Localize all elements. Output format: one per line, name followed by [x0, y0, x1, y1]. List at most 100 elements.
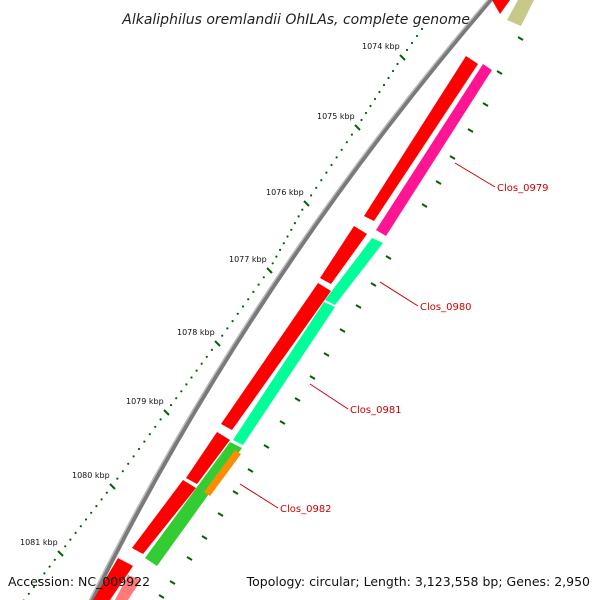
minor-tick-dot: [221, 334, 224, 337]
cds-forward-4[interactable]: [186, 432, 230, 484]
minor-tick-dot: [378, 90, 381, 94]
inner-tick: [186, 556, 193, 561]
backbone-highlight: [88, 0, 489, 600]
minor-tick-dot: [185, 383, 188, 386]
minor-tick-dot: [137, 447, 141, 451]
inner-tick: [482, 102, 489, 107]
major-tick: [57, 550, 64, 557]
minor-tick-dot: [382, 83, 386, 87]
tick-label: 1078 kbp: [177, 328, 215, 337]
minor-tick-dot: [95, 505, 98, 508]
minor-tick-dot: [116, 477, 119, 480]
minor-tick-dot: [293, 222, 296, 225]
forward-strand-features: [93, 0, 510, 600]
minor-tick-dot: [310, 194, 313, 197]
minor-tick-dot: [159, 418, 162, 421]
minor-tick-dot: [210, 348, 213, 351]
accession-label: Accession: NC_009922: [8, 574, 150, 589]
minor-tick-dot: [335, 156, 338, 159]
inner-tick: [323, 352, 330, 357]
major-tick: [163, 409, 170, 416]
tick-label: 1081 kbp: [20, 538, 58, 547]
major-tick: [214, 340, 221, 347]
minor-tick-dot: [387, 76, 390, 80]
tick-dots: [22, 27, 424, 600]
inner-tick: [309, 375, 316, 380]
minor-tick-dot: [420, 27, 424, 31]
cds-forward-2[interactable]: [320, 226, 367, 284]
gene-label-clos-0979[interactable]: Clos_0979: [497, 183, 549, 194]
tick-label: 1077 kbp: [229, 255, 267, 264]
gene-label-clos-0981[interactable]: Clos_0981: [350, 405, 402, 416]
minor-tick-dot: [205, 355, 208, 358]
minor-tick-dot: [391, 69, 395, 73]
cds-forward-1[interactable]: [364, 56, 478, 221]
minor-tick-dot: [369, 104, 372, 108]
inner-tick: [467, 128, 474, 133]
inner-tick: [279, 420, 286, 425]
minor-tick-dot: [43, 572, 46, 575]
minor-tick-dot: [100, 498, 103, 501]
minor-tick-dot: [175, 397, 178, 400]
gene-clos-0979-bar[interactable]: [376, 64, 492, 236]
major-tick: [303, 200, 310, 207]
minor-tick-dot: [252, 290, 255, 293]
minor-tick-dot: [121, 470, 124, 473]
callout-line-clos-0980: [379, 281, 419, 307]
inner-tick: [339, 328, 346, 333]
inner-tick: [263, 444, 270, 449]
minor-tick-dot: [279, 248, 282, 251]
minor-tick-dot: [38, 579, 41, 582]
minor-tick-dot: [301, 208, 304, 211]
minor-tick-dot: [105, 491, 108, 494]
minor-tick-dot: [226, 327, 229, 330]
minor-tick-dot: [74, 531, 77, 535]
minor-tick-dot: [79, 525, 82, 528]
genome-title: Alkaliphilus oremlandii OhILAs, complete…: [121, 12, 470, 28]
reverse-strand-features: [115, 0, 534, 600]
tick-label: 1074 kbp: [362, 42, 400, 51]
cds-forward-5[interactable]: [132, 480, 196, 554]
minor-tick-dot: [170, 404, 173, 407]
minor-tick-dot: [180, 390, 183, 393]
cds-forward-6[interactable]: [93, 558, 133, 600]
minor-tick-dot: [262, 276, 265, 279]
minor-tick-dot: [48, 565, 51, 568]
inner-tick: [370, 282, 377, 287]
gene-clos-0980-bar[interactable]: [325, 238, 383, 305]
gene-label-clos-0982[interactable]: Clos_0982: [280, 504, 332, 515]
minor-tick-dot: [236, 312, 239, 315]
callout-line-clos-0979: [454, 162, 496, 188]
minor-tick-dot: [200, 362, 203, 365]
inner-tick: [355, 304, 362, 309]
cds-forward-3[interactable]: [221, 283, 331, 430]
gene-clos-0982-bar[interactable]: [145, 442, 242, 566]
minor-tick-dot: [154, 425, 157, 428]
minor-tick-dot: [195, 369, 198, 372]
minor-tick-dot: [360, 118, 363, 122]
reverse-feature-bottom[interactable]: [115, 575, 141, 600]
minor-tick-dot: [143, 440, 146, 443]
olive-feature[interactable]: [507, 0, 534, 26]
backbone-line: [90, 0, 494, 600]
gene-callouts: Clos_0979 Clos_0980 Clos_0981 Clos_0982: [239, 162, 549, 515]
minor-tick-dot: [69, 538, 72, 541]
minor-tick-dot: [64, 545, 67, 548]
minor-tick-dot: [132, 455, 135, 458]
minor-tick-dot: [231, 320, 234, 323]
major-tick: [354, 124, 361, 131]
minor-tick-dot: [257, 283, 260, 286]
callout-line-clos-0982: [239, 483, 279, 509]
gene-clos-0981-bar[interactable]: [233, 302, 335, 445]
minor-tick-dot: [90, 511, 93, 514]
inner-tick: [158, 594, 165, 599]
gene-label-clos-0980[interactable]: Clos_0980: [420, 302, 472, 313]
minor-tick-dot: [315, 186, 318, 189]
topology-label: Topology: circular; Length: 3,123,558 bp…: [246, 574, 590, 589]
inner-tick: [169, 580, 176, 585]
inner-tick: [449, 155, 456, 160]
orange-feature[interactable]: [204, 450, 241, 496]
minor-tick-dot: [396, 62, 399, 66]
cds-forward-top[interactable]: [492, 0, 510, 14]
